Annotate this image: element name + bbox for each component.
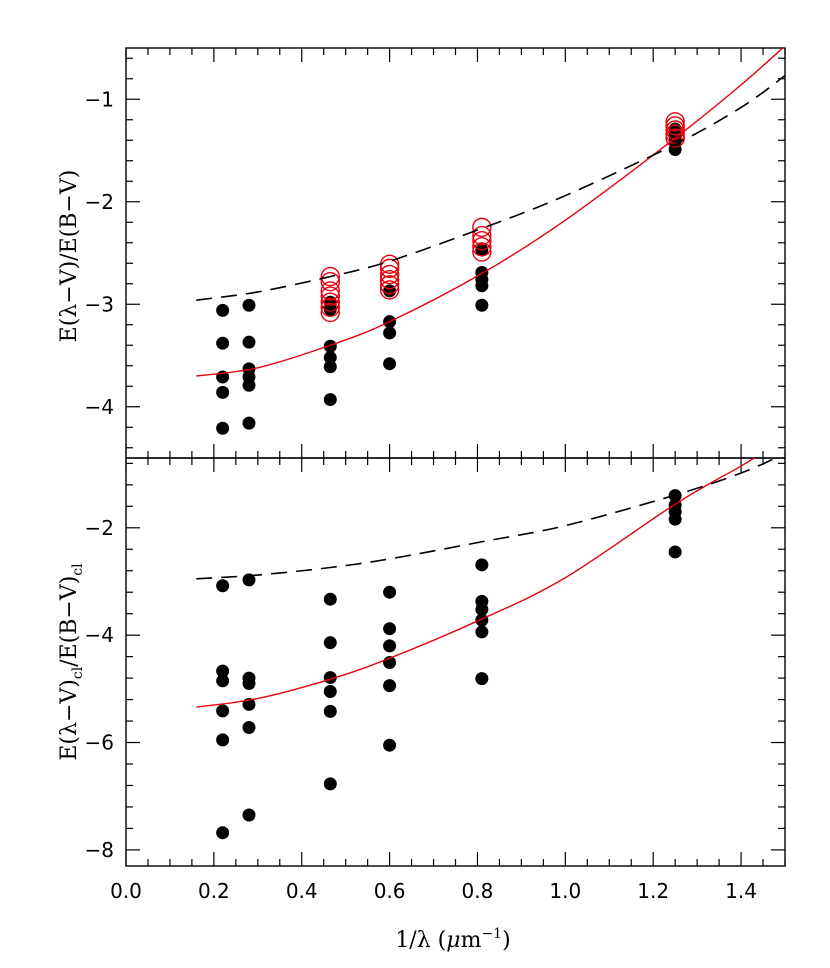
data-point (383, 326, 397, 340)
data-point (216, 826, 230, 840)
data-point (242, 808, 256, 822)
data-point (475, 625, 489, 639)
open-data-point (472, 225, 492, 246)
x-tick-label: 0.4 (286, 879, 318, 903)
data-point (216, 385, 230, 399)
data-point (216, 704, 230, 718)
solid-curve (196, 458, 756, 708)
data-point (323, 302, 337, 316)
x-tick-label: 0.0 (110, 879, 142, 903)
data-point (242, 720, 256, 734)
data-point (242, 378, 256, 392)
data-point (668, 545, 682, 559)
data-point (323, 339, 337, 353)
x-tick-label: 1.4 (725, 879, 757, 903)
data-point (216, 303, 230, 317)
bottom-y-axis-title: E(λ−V)cl/E(B−V)cl (57, 563, 86, 761)
y-tick-label: −6 (85, 731, 114, 755)
data-point (383, 284, 397, 298)
x-tick-label: 1.2 (637, 879, 669, 903)
y-tick-label: −8 (85, 838, 114, 862)
data-point (475, 279, 489, 293)
open-data-point (379, 280, 400, 300)
y-tick-label: −2 (85, 190, 114, 214)
data-point (216, 664, 230, 678)
open-data-point (665, 116, 685, 136)
dashed-curve (196, 75, 785, 301)
data-point (216, 336, 230, 350)
data-point (323, 636, 337, 650)
data-point (668, 512, 682, 526)
data-point (475, 298, 489, 312)
open-data-point (320, 297, 340, 318)
data-point (323, 393, 337, 407)
x-axis-title: 1/λ (μm−1) (395, 926, 510, 953)
top-panel: −1 −2 −3 −4 (85, 47, 786, 459)
data-point (323, 592, 337, 606)
bottom-plot-frame (125, 457, 786, 867)
data-point (242, 416, 256, 430)
data-point (475, 613, 489, 627)
data-point (383, 585, 397, 599)
data-point (383, 622, 397, 636)
y-tick-label: −2 (85, 516, 114, 540)
open-data-point (379, 275, 400, 295)
open-data-point (320, 266, 340, 287)
open-data-point (320, 302, 340, 323)
y-tick-label: −4 (85, 395, 114, 419)
data-point (383, 738, 397, 752)
x-tick-label: 0.6 (374, 879, 406, 903)
open-data-point (472, 242, 492, 262)
data-point (242, 298, 256, 312)
open-data-point (320, 272, 340, 292)
open-data-point (379, 258, 400, 279)
data-point (323, 360, 337, 374)
data-point (242, 573, 256, 587)
x-tick-label: 0.2 (198, 879, 230, 903)
data-point (216, 733, 230, 747)
top-y-axis-title: E(λ−V)/E(B−V) (57, 170, 82, 343)
open-data-point (320, 286, 340, 306)
bottom-panel: 0.0 0.2 0.4 0.6 0.8 1.0 1.2 1.4 −2 −4 −6 −8 (85, 457, 786, 903)
dashed-curve (196, 458, 778, 580)
open-data-point (665, 112, 685, 132)
open-data-point (472, 217, 492, 238)
open-data-point (472, 230, 492, 251)
data-point (323, 704, 337, 718)
data-point (475, 672, 489, 686)
data-point (475, 602, 489, 616)
open-data-point (379, 269, 400, 290)
open-data-point (379, 264, 400, 285)
data-point (323, 351, 337, 365)
data-point (323, 777, 337, 791)
data-point (475, 558, 489, 572)
data-point (242, 676, 256, 690)
x-tick-label: 0.8 (462, 879, 494, 903)
open-data-point (320, 281, 340, 301)
open-data-point (665, 124, 685, 144)
data-point (216, 421, 230, 435)
data-point (383, 639, 397, 653)
open-data-point (320, 292, 340, 312)
data-point (216, 674, 230, 688)
data-point (216, 579, 230, 593)
y-tick-label: −4 (85, 623, 114, 647)
x-tick-label: 1.0 (549, 879, 581, 903)
open-data-point (665, 128, 685, 148)
solid-curve (196, 48, 784, 377)
data-point (383, 679, 397, 693)
open-data-point (472, 237, 492, 257)
data-point (383, 357, 397, 371)
y-tick-label: −1 (85, 87, 114, 111)
data-point (242, 335, 256, 349)
data-point (323, 685, 337, 699)
y-tick-label: −3 (85, 292, 114, 316)
